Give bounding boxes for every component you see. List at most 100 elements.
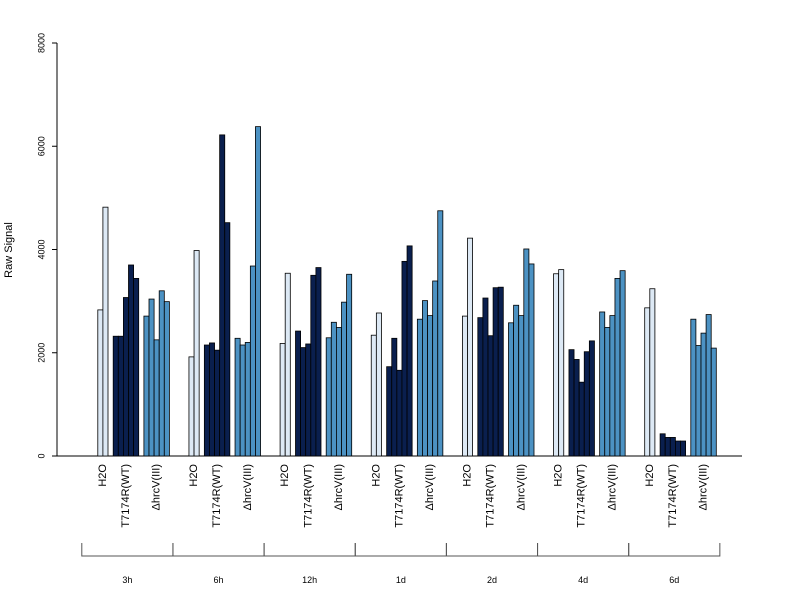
bar bbox=[528, 263, 535, 457]
bar bbox=[649, 288, 656, 457]
bar bbox=[295, 330, 301, 457]
bar bbox=[310, 274, 317, 457]
bar bbox=[214, 349, 221, 457]
bar bbox=[203, 344, 210, 457]
time-label: 3h bbox=[122, 575, 132, 585]
bars bbox=[97, 126, 717, 457]
bar bbox=[325, 337, 332, 457]
time-label: 12h bbox=[302, 575, 317, 585]
condition-label: T7174R(WT) bbox=[485, 464, 497, 528]
bar bbox=[300, 347, 307, 457]
bar bbox=[315, 267, 322, 457]
bar bbox=[386, 366, 393, 457]
group-4d bbox=[553, 269, 626, 457]
bar bbox=[123, 297, 129, 457]
condition-label: H2O bbox=[279, 464, 291, 487]
bar bbox=[370, 334, 377, 457]
time-bracket bbox=[537, 543, 630, 557]
bar bbox=[619, 270, 626, 457]
bar bbox=[102, 206, 109, 457]
time-label: 4d bbox=[578, 575, 588, 585]
bar bbox=[416, 318, 423, 457]
time-bracket bbox=[445, 543, 539, 557]
bar bbox=[659, 433, 666, 457]
bar bbox=[209, 342, 215, 457]
bar bbox=[573, 359, 580, 457]
bar bbox=[193, 250, 200, 457]
bar bbox=[599, 311, 606, 457]
time-label: 1d bbox=[396, 575, 406, 585]
bar bbox=[588, 340, 595, 457]
bar bbox=[279, 343, 286, 457]
condition-label: ΔhrcV(III) bbox=[151, 464, 163, 510]
bar bbox=[128, 264, 134, 457]
bar bbox=[305, 343, 312, 457]
bar bbox=[482, 297, 489, 457]
condition-label: T7174R(WT) bbox=[120, 464, 132, 528]
bar bbox=[669, 437, 676, 457]
group-12h bbox=[279, 267, 353, 457]
y-tick-label: 6000 bbox=[36, 136, 46, 156]
bar bbox=[422, 300, 428, 457]
time-brackets: 3h 6h 12h 1d 2d 4d 6d bbox=[81, 543, 721, 585]
bar bbox=[97, 309, 104, 457]
bar bbox=[614, 278, 621, 457]
group-6h bbox=[188, 126, 261, 457]
bar bbox=[710, 347, 717, 457]
y-tick-label: 0 bbox=[36, 453, 46, 458]
bar bbox=[609, 315, 616, 457]
time-label: 6d bbox=[669, 575, 679, 585]
bar bbox=[153, 339, 160, 457]
bar bbox=[335, 327, 342, 457]
bar bbox=[497, 286, 504, 457]
bar bbox=[188, 356, 195, 457]
condition-label: ΔhrcV(III) bbox=[515, 464, 527, 510]
condition-label: ΔhrcV(III) bbox=[424, 464, 436, 510]
bar bbox=[578, 381, 585, 457]
bar bbox=[133, 278, 140, 457]
bar bbox=[680, 440, 686, 457]
bar bbox=[675, 440, 681, 457]
condition-label: H2O bbox=[644, 464, 656, 487]
bar bbox=[163, 301, 170, 457]
condition-label: H2O bbox=[188, 464, 200, 487]
condition-label: H2O bbox=[553, 464, 565, 487]
bar bbox=[375, 312, 382, 457]
bar bbox=[330, 321, 337, 457]
bar bbox=[437, 210, 444, 457]
condition-label: T7174R(WT) bbox=[576, 464, 588, 528]
bar bbox=[558, 269, 565, 457]
condition-label: ΔhrcV(III) bbox=[606, 464, 618, 510]
time-label: 2d bbox=[487, 575, 497, 585]
condition-label: ΔhrcV(III) bbox=[698, 464, 710, 510]
bar bbox=[568, 349, 575, 457]
bar bbox=[396, 369, 403, 457]
bar bbox=[690, 318, 697, 457]
bar bbox=[112, 335, 119, 457]
time-bracket bbox=[628, 543, 721, 557]
bar bbox=[255, 126, 261, 457]
bar bbox=[604, 327, 611, 457]
time-bracket bbox=[81, 543, 174, 557]
condition-label: T7174R(WT) bbox=[211, 464, 223, 528]
bar bbox=[695, 345, 702, 457]
bar bbox=[244, 342, 251, 457]
bar bbox=[143, 315, 150, 457]
bar bbox=[224, 222, 231, 457]
bar bbox=[284, 272, 291, 457]
time-bracket bbox=[354, 543, 447, 557]
bar bbox=[700, 332, 707, 457]
y-tick-label: 4000 bbox=[36, 239, 46, 259]
bar bbox=[583, 351, 590, 457]
bar bbox=[219, 134, 226, 457]
bar bbox=[461, 315, 468, 457]
condition-label: H2O bbox=[462, 464, 474, 487]
group-2d bbox=[461, 237, 535, 457]
bar bbox=[346, 273, 353, 457]
time-label: 6h bbox=[214, 575, 224, 585]
bar bbox=[477, 317, 484, 457]
bar bbox=[432, 280, 439, 457]
y-axis: 0 2000 4000 6000 8000 bbox=[36, 33, 58, 459]
bar bbox=[492, 287, 499, 457]
